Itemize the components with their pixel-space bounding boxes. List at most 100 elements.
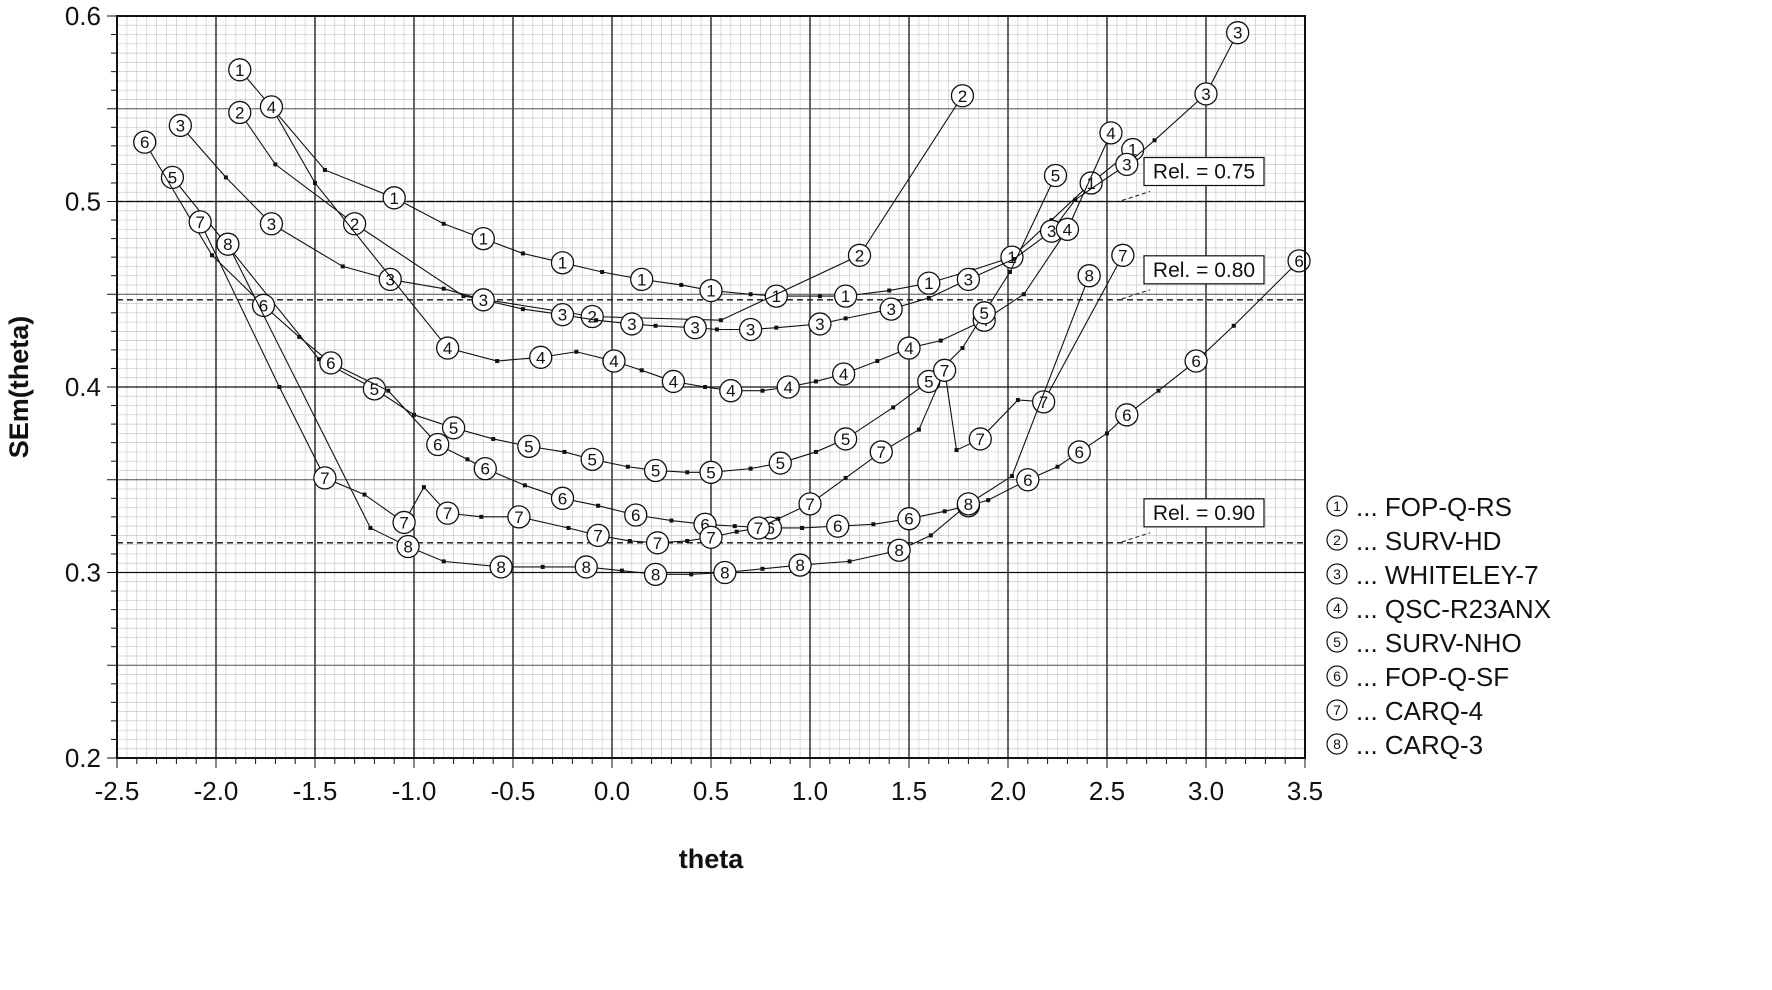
data-point xyxy=(1152,138,1157,143)
data-point xyxy=(322,167,327,172)
legend-item-6: 6 ... FOP-Q-SF xyxy=(1326,662,1509,692)
point-marker xyxy=(436,501,460,525)
data-point xyxy=(817,294,822,299)
reliability-leader xyxy=(1121,532,1151,543)
point-marker xyxy=(259,212,284,236)
data-point xyxy=(774,325,779,330)
point-marker-label: 3 xyxy=(267,215,276,234)
point-marker-label: 8 xyxy=(582,558,591,577)
major-gridlines xyxy=(107,15,1306,768)
point-marker-label: 7 xyxy=(320,469,329,488)
point-marker-label: 7 xyxy=(399,513,408,532)
point-marker xyxy=(580,447,604,471)
data-point xyxy=(653,323,658,328)
point-marker-label: 6 xyxy=(433,436,442,455)
x-tick-label: 0.0 xyxy=(594,776,630,806)
point-marker xyxy=(847,243,872,267)
data-point xyxy=(916,427,921,432)
point-marker-label: 5 xyxy=(370,380,379,399)
point-marker-label: 8 xyxy=(894,541,903,560)
point-marker-label: 1 xyxy=(389,189,398,208)
point-marker-label: 4 xyxy=(904,339,913,358)
point-marker-label: 7 xyxy=(653,534,662,553)
data-point xyxy=(627,538,632,543)
data-point xyxy=(960,346,965,351)
point-marker xyxy=(972,301,996,325)
point-marker xyxy=(426,432,450,457)
data-point xyxy=(986,498,991,503)
point-marker-label: 1 xyxy=(479,230,488,249)
point-marker xyxy=(517,434,541,459)
x-tick-label: 3.5 xyxy=(1287,776,1323,806)
point-marker-label: 2 xyxy=(855,246,864,265)
point-marker xyxy=(216,232,240,256)
data-point xyxy=(412,412,416,417)
point-marker-label: 6 xyxy=(481,460,490,479)
data-point xyxy=(368,525,373,530)
point-marker xyxy=(1067,440,1091,464)
reliability-leader xyxy=(1121,191,1151,201)
series-3: 3 3 3 3 3 3 3 3 3 3 3 3 3 3 3 xyxy=(168,21,1250,342)
x-tick-label: -0.5 xyxy=(491,776,536,806)
point-marker-label: 6 xyxy=(1075,443,1084,462)
data-point xyxy=(441,559,446,564)
point-marker-label: 6 xyxy=(259,296,268,315)
point-marker xyxy=(950,84,975,108)
legend-marker xyxy=(1326,529,1348,551)
point-marker-label: 3 xyxy=(690,319,699,338)
data-point xyxy=(887,288,892,293)
data-point xyxy=(800,525,805,530)
point-marker-label: 1 xyxy=(558,254,567,273)
point-marker xyxy=(1194,82,1218,106)
data-point xyxy=(847,559,852,564)
reliability-label-box xyxy=(1143,255,1265,285)
point-marker-label: 4 xyxy=(726,382,735,401)
data-point xyxy=(1011,257,1016,262)
series-line xyxy=(179,32,1239,331)
point-marker xyxy=(550,251,575,275)
data-point xyxy=(520,251,525,256)
legend-marker-label: 6 xyxy=(1333,668,1341,684)
point-marker xyxy=(133,130,157,154)
point-marker-label: 7 xyxy=(706,528,715,547)
data-point xyxy=(714,327,719,332)
data-point xyxy=(273,162,278,167)
point-marker xyxy=(833,427,858,451)
legend-item-1: 1 ... FOP-Q-RS xyxy=(1326,492,1512,522)
series-layer: 1111111111112222233333333333333344444444… xyxy=(133,21,1311,587)
y-tick-label: 0.4 xyxy=(65,372,101,402)
point-marker xyxy=(932,358,957,382)
data-point xyxy=(942,509,947,514)
point-marker-label: 8 xyxy=(720,564,729,583)
point-marker-label: 3 xyxy=(627,315,636,334)
legend-marker-label: 4 xyxy=(1333,600,1341,616)
y-tick-label: 0.3 xyxy=(65,558,101,588)
point-marker xyxy=(259,95,284,119)
point-marker xyxy=(436,336,460,360)
point-marker xyxy=(378,267,402,292)
point-marker-label: 1 xyxy=(924,274,933,293)
point-marker xyxy=(382,186,406,210)
point-marker-label: 4 xyxy=(267,98,276,117)
data-point xyxy=(760,566,765,571)
y-tick-label: 0.6 xyxy=(65,1,101,31)
data-point xyxy=(871,522,876,527)
point-marker-label: 4 xyxy=(1063,220,1072,239)
point-marker-label: 4 xyxy=(609,352,618,371)
point-marker-label: 1 xyxy=(1086,174,1095,193)
x-tick-label: -2.5 xyxy=(95,776,140,806)
point-marker-label: 8 xyxy=(223,235,232,254)
reliability-label: Rel. = 0.90 xyxy=(1153,502,1255,525)
data-point xyxy=(386,388,391,393)
point-marker xyxy=(529,345,553,369)
point-marker-label: 1 xyxy=(235,61,244,80)
x-tick-label: -1.0 xyxy=(392,776,437,806)
point-marker-label: 5 xyxy=(449,419,458,438)
data-point xyxy=(1105,431,1109,436)
point-marker xyxy=(764,284,788,308)
data-point xyxy=(421,485,426,490)
reliability-leader xyxy=(1121,289,1151,300)
legend-item-3: 3 ... WHITELEY-7 xyxy=(1326,560,1539,590)
legend-marker-label: 2 xyxy=(1333,532,1341,548)
point-marker-label: 5 xyxy=(706,463,715,482)
